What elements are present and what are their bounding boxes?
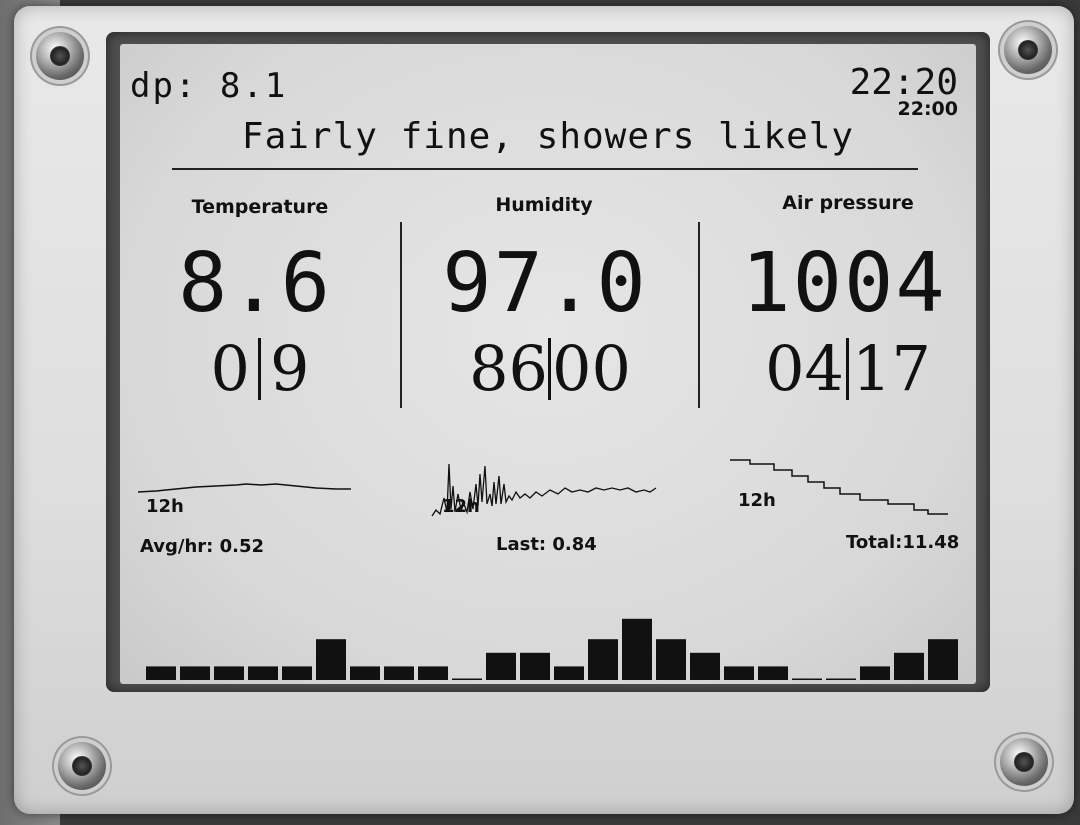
rain-bar xyxy=(792,678,822,680)
rain-bar xyxy=(690,652,720,680)
rain-bar xyxy=(316,639,346,680)
rain-bar xyxy=(214,666,244,680)
pressure-min: 04 xyxy=(765,332,844,405)
humidity-trend-chart xyxy=(431,463,657,517)
rain-last: Last: 0.84 xyxy=(496,534,597,555)
rain-bar xyxy=(826,678,856,680)
rain-bar xyxy=(656,639,686,680)
rain-bar xyxy=(554,666,584,680)
rain-bar xyxy=(724,666,754,680)
humidity-separator xyxy=(548,338,551,400)
pressure-separator xyxy=(846,338,849,400)
column-divider-1 xyxy=(400,222,402,408)
forecast-text: Fairly fine, showers likely xyxy=(241,116,855,157)
pressure-label: Air pressure xyxy=(782,192,914,214)
rain-bar xyxy=(350,666,380,680)
screw-bottom-left-icon xyxy=(58,742,106,790)
rain-bar xyxy=(622,618,652,680)
pressure-max: 17 xyxy=(852,332,931,405)
temperature-label: Temperature xyxy=(191,196,329,218)
column-divider-2 xyxy=(698,222,700,408)
humidity-minmax: 86 00 xyxy=(410,332,680,405)
rain-avg-per-hour: Avg/hr: 0.52 xyxy=(140,536,265,557)
rain-total: Total:11.48 xyxy=(846,532,960,553)
rain-bar xyxy=(894,652,924,680)
pressure-minmax: 04 17 xyxy=(710,332,970,405)
rain-bar xyxy=(758,666,788,680)
eink-display: dp: 8.1 22:20 22:00 Fairly fine, showers… xyxy=(120,44,976,684)
temperature-value: 8.6 xyxy=(177,236,333,331)
rain-bar xyxy=(928,639,958,680)
clock: 22:20 xyxy=(849,62,958,103)
temperature-trend-label: 12h xyxy=(146,496,184,517)
header-divider xyxy=(172,168,918,170)
humidity-max: 00 xyxy=(552,332,631,405)
humidity-label: Humidity xyxy=(495,194,593,216)
screw-top-left-icon xyxy=(36,32,84,80)
rain-bar xyxy=(860,666,890,680)
rain-bar xyxy=(486,652,516,680)
humidity-trend-label: 12h xyxy=(442,496,480,517)
pressure-trend-line xyxy=(730,459,948,515)
temperature-trend-line xyxy=(137,483,351,493)
temperature-max: 9 xyxy=(270,332,310,405)
rain-bar xyxy=(248,666,278,680)
temperature-minmax: 0 9 xyxy=(120,332,390,405)
temperature-trend-chart xyxy=(137,483,351,493)
temperature-min: 0 xyxy=(210,332,250,405)
pressure-trend-label: 12h xyxy=(738,490,776,511)
screw-top-right-icon xyxy=(1004,26,1052,74)
rain-bar xyxy=(452,678,482,680)
last-update-time: 22:00 xyxy=(897,98,958,120)
pressure-trend-chart xyxy=(730,459,948,515)
dew-point: dp: 8.1 xyxy=(130,66,288,106)
temperature-separator xyxy=(258,338,261,400)
rain-bar xyxy=(282,666,312,680)
humidity-value: 97.0 xyxy=(442,236,648,331)
rain-bar xyxy=(520,652,550,680)
rain-bar xyxy=(384,666,414,680)
rain-bar xyxy=(418,666,448,680)
pressure-value: 1004 xyxy=(741,236,947,331)
rain-bar xyxy=(588,639,618,680)
rain-bar-chart xyxy=(146,618,958,680)
humidity-trend-line xyxy=(431,463,657,517)
humidity-min: 86 xyxy=(469,332,548,405)
screw-bottom-right-icon xyxy=(1000,738,1048,786)
rain-bar xyxy=(180,666,210,680)
rain-bar xyxy=(146,666,176,680)
